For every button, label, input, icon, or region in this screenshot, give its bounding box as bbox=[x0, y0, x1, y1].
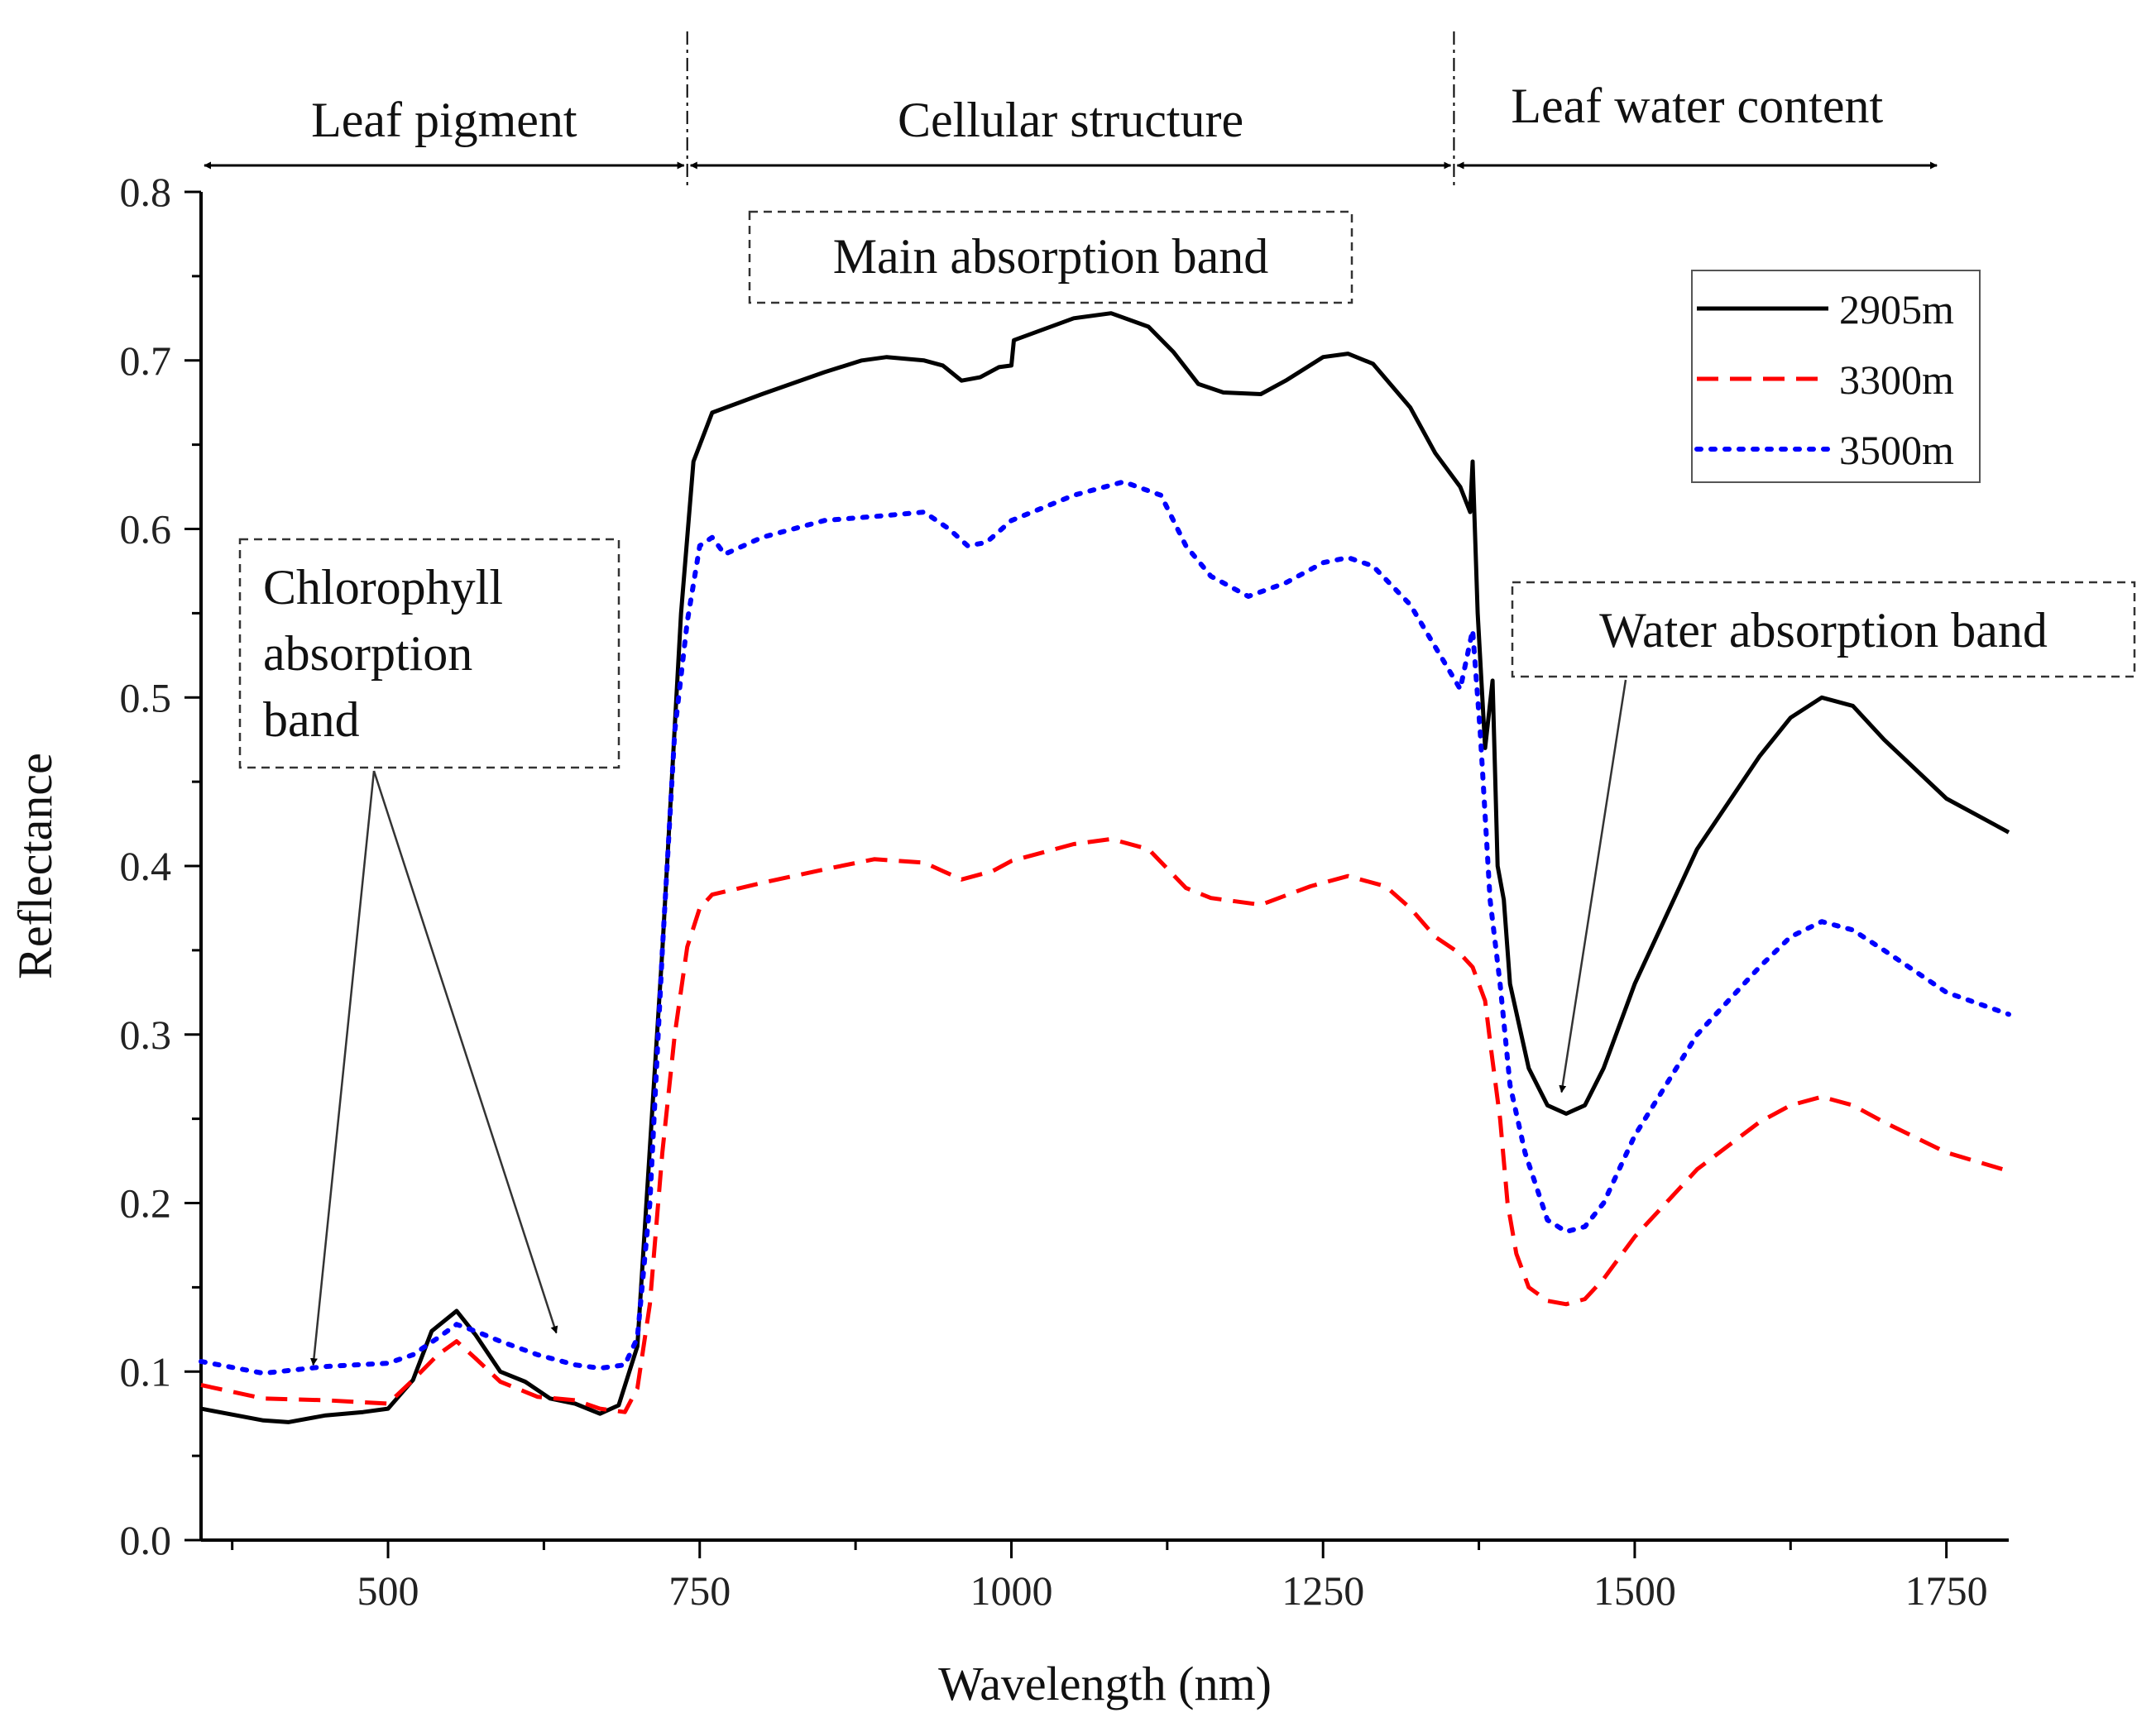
legend-label: 3500m bbox=[1839, 427, 1954, 473]
region-label: Cellular structure bbox=[898, 93, 1243, 147]
y-tick-label: 0.3 bbox=[120, 1012, 172, 1058]
series-line-2905m bbox=[200, 311, 2010, 1424]
water-absorption-label: Water absorption band bbox=[1599, 603, 2048, 658]
chlorophyll-label: absorption bbox=[263, 626, 472, 681]
y-tick-label: 0.5 bbox=[120, 674, 172, 720]
series-line-3500m bbox=[199, 479, 2011, 1376]
y-tick-label: 0.0 bbox=[120, 1517, 172, 1563]
chlorophyll-label: band bbox=[263, 692, 360, 747]
y-tick-label: 0.4 bbox=[120, 843, 172, 889]
water-absorption-box bbox=[1511, 581, 2136, 678]
y-tick-label: 0.7 bbox=[120, 337, 172, 384]
y-tick-label: 0.8 bbox=[120, 169, 172, 215]
y-tick-label: 0.2 bbox=[120, 1180, 172, 1227]
main-absorption-box bbox=[748, 210, 1353, 304]
x-tick-label: 1000 bbox=[970, 1567, 1052, 1614]
chlorophyll-arrow bbox=[309, 770, 376, 1366]
chlorophyll-label: Chlorophyll bbox=[263, 560, 503, 615]
y-axis-title: Reflectance bbox=[8, 753, 62, 979]
x-tick-label: 500 bbox=[357, 1567, 419, 1614]
main-absorption-label: Main absorption band bbox=[833, 229, 1269, 284]
x-tick-label: 1750 bbox=[1905, 1567, 1988, 1614]
x-tick-label: 1250 bbox=[1282, 1567, 1364, 1614]
annotations-layer: Leaf pigment Cellular structure Leaf water… bbox=[204, 31, 2136, 1366]
legend-label: 3300m bbox=[1839, 356, 1954, 403]
x-axis-title: Wavelength (nm) bbox=[938, 1657, 1272, 1710]
axes-layer: 0.0 0.1 0.2 0.3 0.4 0.5 0.6 0.7 0.8 500 750 1000 125… bbox=[8, 169, 2009, 1710]
region-label: Leaf pigment bbox=[311, 93, 577, 147]
y-tick-label: 0.1 bbox=[120, 1348, 172, 1395]
legend: 2905m 3300m 3500m bbox=[1691, 270, 1981, 483]
x-tick-label: 1500 bbox=[1593, 1567, 1676, 1614]
x-tick-label: 750 bbox=[668, 1567, 731, 1614]
region-label: Leaf water content bbox=[1511, 79, 1883, 133]
water-absorption-arrow bbox=[1559, 679, 1627, 1093]
series-line-3300m bbox=[200, 836, 2010, 1414]
chlorophyll-box bbox=[238, 538, 620, 769]
series-layer bbox=[199, 311, 2011, 1424]
y-tick-label: 0.6 bbox=[120, 506, 172, 553]
legend-label: 2905m bbox=[1839, 286, 1954, 333]
chlorophyll-arrow bbox=[372, 770, 558, 1334]
